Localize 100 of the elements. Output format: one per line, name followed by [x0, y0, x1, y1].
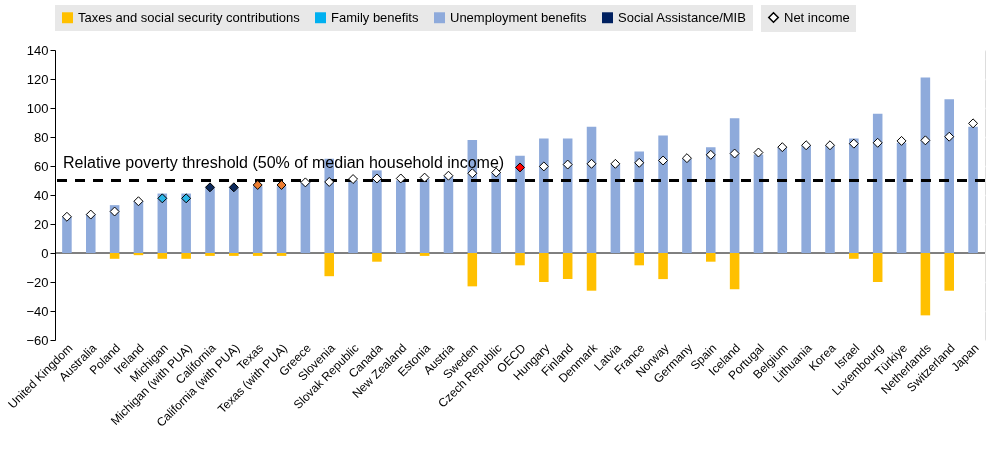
bar	[348, 180, 358, 253]
bar	[825, 145, 835, 253]
bar	[372, 253, 382, 262]
y-tick-label: 20	[34, 216, 49, 232]
point	[181, 193, 192, 204]
point	[133, 196, 144, 207]
point	[658, 155, 669, 166]
bar	[252, 186, 263, 253]
bar	[849, 253, 859, 259]
bar	[181, 193, 191, 253]
bar	[539, 253, 549, 282]
point	[944, 131, 955, 142]
bar	[229, 187, 239, 253]
point	[157, 193, 168, 204]
bar	[658, 135, 668, 253]
bar	[562, 253, 573, 280]
y-tick-label: −20	[26, 274, 49, 290]
y-tick-label: −60	[26, 332, 49, 348]
point	[300, 177, 311, 188]
bar	[515, 155, 525, 253]
point	[276, 180, 287, 190]
point	[228, 182, 239, 193]
bar	[562, 138, 573, 253]
legend-label: Unemployment benefits	[450, 9, 588, 25]
bar	[467, 253, 478, 287]
bar	[539, 138, 549, 253]
bar	[205, 253, 215, 256]
bar	[396, 180, 406, 253]
bar	[372, 170, 382, 253]
point	[515, 162, 525, 173]
bar	[968, 126, 978, 253]
bar	[62, 216, 72, 253]
point	[896, 135, 907, 146]
legend-label: Social Assistance/MIB	[618, 9, 746, 25]
point	[85, 209, 96, 220]
bar	[753, 154, 764, 253]
bar	[586, 253, 597, 291]
point	[634, 157, 645, 168]
bar	[324, 253, 334, 277]
point	[872, 137, 883, 148]
bar	[944, 253, 954, 291]
point	[681, 153, 692, 164]
bar	[276, 186, 287, 253]
point	[729, 148, 740, 159]
y-tick-label: 100	[26, 100, 49, 116]
point	[848, 138, 859, 149]
point	[109, 206, 120, 217]
bar	[419, 253, 430, 256]
point	[968, 118, 979, 129]
bar	[157, 253, 168, 259]
y-tick-label: 120	[26, 71, 49, 87]
bar	[706, 147, 716, 253]
bar	[872, 113, 883, 253]
point	[825, 140, 835, 151]
bar	[896, 142, 907, 253]
bar	[205, 187, 215, 253]
y-tick-label: 140	[26, 42, 49, 58]
point	[252, 180, 263, 190]
bar	[515, 253, 525, 266]
bar	[86, 213, 96, 253]
point	[538, 161, 549, 172]
bar	[634, 151, 644, 253]
point	[777, 142, 788, 153]
y-tick-label: 40	[34, 187, 49, 203]
ref-line-label: Relative poverty threshold (50% of median household income)	[63, 153, 505, 171]
point	[753, 147, 764, 158]
bar	[252, 253, 263, 256]
y-tick-label: 60	[34, 158, 49, 174]
bar	[872, 253, 883, 282]
bar	[706, 253, 716, 262]
bar	[491, 173, 501, 253]
bar	[109, 253, 120, 259]
legend-label: Family benefits	[331, 9, 419, 25]
point	[371, 173, 382, 184]
point	[324, 176, 335, 187]
bar	[634, 253, 644, 266]
legend-label: Net income	[784, 9, 850, 25]
point	[205, 182, 215, 193]
bar	[729, 253, 740, 290]
bar	[229, 253, 239, 256]
y-tick-label: 0	[41, 245, 49, 261]
bar	[658, 253, 668, 280]
bar	[920, 77, 931, 253]
bar	[729, 118, 740, 253]
bar	[276, 253, 287, 256]
bar	[419, 179, 430, 253]
bar	[944, 99, 954, 253]
point	[562, 159, 573, 170]
y-tick-label: −40	[26, 303, 49, 319]
point	[705, 149, 716, 160]
point	[443, 170, 454, 181]
bar	[443, 176, 454, 253]
legend-label: Taxes and social security contributions	[78, 9, 301, 25]
bar	[801, 145, 811, 253]
point	[920, 135, 931, 146]
point	[348, 174, 359, 185]
point	[395, 173, 406, 184]
bar	[682, 158, 692, 253]
point	[610, 158, 621, 169]
bar	[849, 138, 859, 253]
